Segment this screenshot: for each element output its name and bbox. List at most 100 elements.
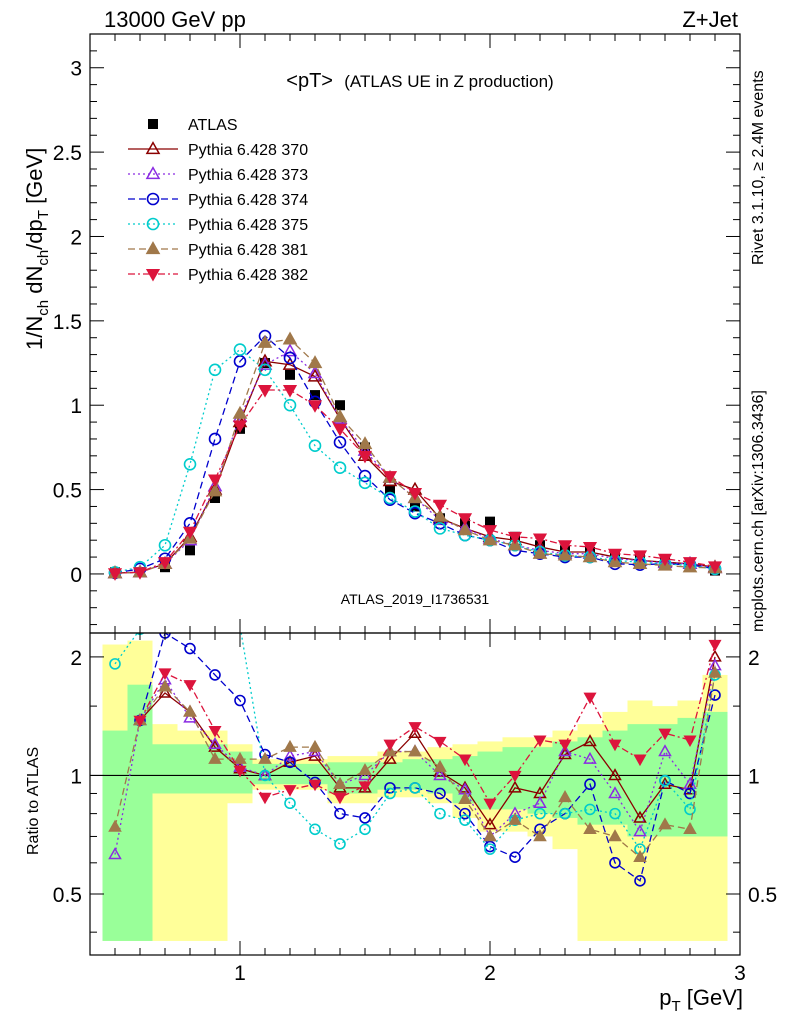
ratio-point bbox=[383, 739, 397, 752]
ratio-series-5 bbox=[133, 639, 722, 811]
data-point bbox=[358, 476, 372, 490]
data-point bbox=[283, 398, 297, 412]
ratio-point bbox=[483, 798, 497, 811]
series-2 bbox=[107, 343, 723, 579]
data-point bbox=[157, 557, 173, 570]
ratio-point bbox=[609, 807, 621, 820]
legend-entry: ATLAS bbox=[148, 117, 238, 134]
series-line bbox=[114, 335, 716, 574]
ratio-point bbox=[234, 694, 246, 707]
data-point bbox=[257, 334, 273, 348]
x-axis-label: pT [GeV] bbox=[659, 985, 743, 1015]
ratio-point bbox=[258, 792, 272, 805]
ratio-point bbox=[283, 785, 297, 797]
series-1 bbox=[107, 353, 723, 579]
ratio-point bbox=[383, 751, 397, 764]
ratio-band-green bbox=[552, 741, 578, 818]
ratio-line bbox=[114, 633, 716, 851]
legend-marker bbox=[145, 166, 161, 180]
ratio-point bbox=[158, 668, 172, 681]
data-point bbox=[182, 526, 198, 540]
data-point bbox=[382, 471, 398, 484]
data-point bbox=[233, 343, 247, 356]
y-tick-label: 1.5 bbox=[53, 311, 82, 334]
ratio-point bbox=[683, 735, 697, 748]
ratio-point bbox=[658, 744, 672, 757]
data-point bbox=[307, 355, 323, 369]
ratio-point bbox=[484, 843, 496, 855]
ratio-point bbox=[334, 807, 346, 820]
data-point bbox=[335, 400, 345, 411]
ratio-point bbox=[558, 747, 572, 760]
ratio-point bbox=[384, 782, 396, 794]
ratio-point bbox=[333, 792, 347, 805]
x-tick-label: 1 bbox=[234, 962, 246, 985]
data-point bbox=[557, 547, 573, 561]
ratio-point bbox=[709, 689, 721, 701]
data-point bbox=[332, 423, 348, 437]
data-point bbox=[183, 457, 197, 471]
ratio-point bbox=[284, 797, 296, 810]
ratio-point bbox=[408, 744, 422, 757]
ratio-point bbox=[408, 725, 422, 738]
data-point bbox=[482, 525, 498, 538]
ratio-point bbox=[109, 658, 121, 670]
series-5 bbox=[107, 331, 723, 579]
data-point bbox=[233, 355, 247, 368]
series-6 bbox=[107, 385, 723, 581]
ratio-point bbox=[284, 756, 296, 769]
ratio-point bbox=[583, 821, 597, 835]
series-line bbox=[114, 348, 716, 573]
ratio-point bbox=[434, 807, 446, 820]
data-point bbox=[407, 487, 423, 501]
ratio-point bbox=[258, 768, 272, 781]
ratio-tick-label-right: 0.5 bbox=[748, 884, 777, 907]
ratio-point bbox=[258, 751, 272, 764]
legend-entry: Pythia 6.428 374 bbox=[128, 192, 308, 209]
ratio-point bbox=[333, 776, 347, 789]
legend-marker bbox=[146, 217, 160, 231]
data-point bbox=[532, 545, 548, 559]
data-point bbox=[333, 436, 347, 449]
ratio-point bbox=[408, 722, 422, 734]
ratio-point bbox=[684, 803, 696, 816]
legend-marker bbox=[148, 119, 158, 129]
data-point bbox=[282, 343, 298, 357]
ratio-point bbox=[458, 791, 472, 805]
y-tick-label: 0.5 bbox=[53, 480, 82, 503]
ratio-point bbox=[684, 787, 696, 800]
data-point bbox=[282, 331, 298, 345]
ratio-line bbox=[139, 644, 716, 805]
ratio-tick-label-right: 2 bbox=[748, 647, 760, 670]
legend-label: Pythia 6.428 375 bbox=[188, 217, 308, 234]
legend-marker bbox=[145, 141, 161, 155]
ratio-bands bbox=[102, 640, 728, 941]
data-point bbox=[208, 363, 222, 377]
ratio-point bbox=[659, 774, 671, 787]
ratio-point bbox=[334, 838, 346, 850]
x-tick-label: 3 bbox=[734, 962, 746, 985]
data-point bbox=[308, 439, 322, 453]
ratio-point bbox=[458, 780, 472, 793]
data-point bbox=[210, 493, 220, 504]
data-point bbox=[358, 469, 372, 483]
ratio-point bbox=[308, 779, 322, 792]
legend-marker bbox=[145, 241, 161, 255]
header-left: 13000 GeV pp bbox=[104, 7, 246, 32]
axes-layer: 0 0.5 1 1.5 2 2.5 3 1 2 3 0.5 0.5 1 1 2 2 bbox=[53, 33, 777, 985]
data-point bbox=[582, 549, 598, 563]
legend-entry: Pythia 6.428 375 bbox=[128, 217, 308, 234]
ratio-point bbox=[233, 765, 247, 778]
legend-entry: Pythia 6.428 373 bbox=[128, 166, 308, 184]
data-point bbox=[307, 400, 323, 413]
ratio-band-green bbox=[702, 711, 728, 837]
y-tick-label: 2.5 bbox=[53, 142, 82, 165]
ratio-point bbox=[459, 807, 471, 820]
ratio-point bbox=[583, 692, 597, 705]
ratio-point bbox=[708, 639, 722, 652]
data-point bbox=[385, 484, 395, 495]
ratio-point bbox=[308, 739, 322, 752]
data-point bbox=[557, 540, 573, 553]
ratio-point bbox=[533, 829, 547, 842]
